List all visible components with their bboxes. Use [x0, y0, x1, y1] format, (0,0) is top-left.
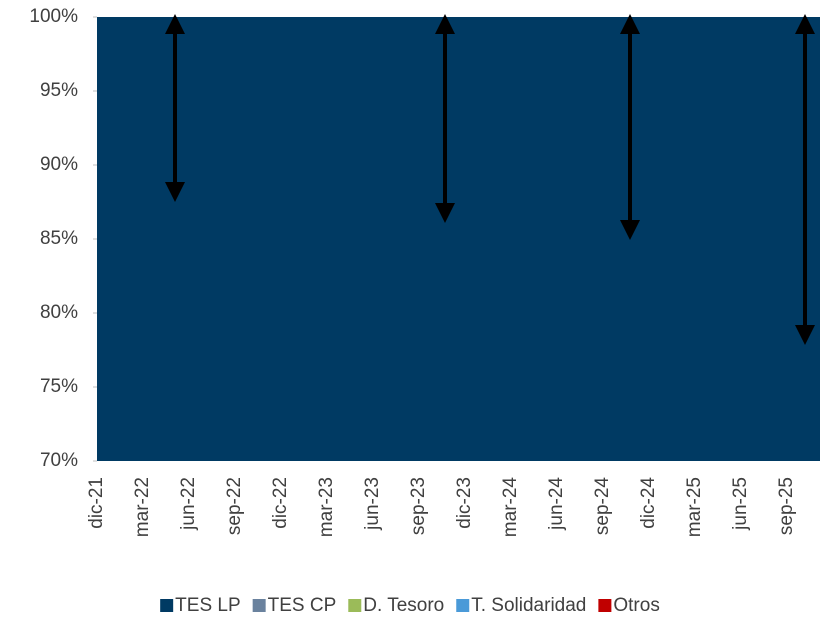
- annotations: [165, 13, 815, 345]
- x-tick-label: dic-24: [638, 477, 659, 529]
- legend-swatch: [456, 599, 470, 612]
- x-tick-label: jun-24: [546, 477, 567, 531]
- x-tick-label: sep-24: [592, 477, 613, 536]
- legend-label: TES LP: [175, 595, 240, 616]
- x-tick-label: dic-21: [86, 477, 107, 529]
- y-tick-label: 80%: [40, 302, 78, 323]
- legend-swatch: [252, 599, 266, 612]
- x-tick-label: sep-25: [776, 477, 797, 535]
- legend-label: T. Solidaridad: [471, 595, 586, 616]
- x-tick-label: mar-23: [316, 477, 337, 537]
- legend-label: TES CP: [268, 595, 337, 616]
- y-tick-label: 70%: [40, 450, 78, 471]
- y-tick-label: 75%: [40, 376, 78, 397]
- x-tick-label: dic-23: [454, 477, 475, 529]
- plot-area: [97, 17, 820, 461]
- x-tick-label: dic-22: [270, 477, 291, 529]
- x-tick-label: mar-22: [132, 477, 153, 537]
- y-tick-label: 100%: [29, 6, 78, 27]
- x-tick-label: mar-25: [684, 477, 705, 537]
- y-tick-label: 90%: [40, 154, 78, 175]
- area: [97, 17, 820, 461]
- legend-swatch: [160, 599, 174, 612]
- x-tick-label: sep-22: [224, 477, 245, 535]
- x-tick-label: sep-23: [408, 477, 429, 535]
- x-tick-label: mar-24: [500, 477, 521, 538]
- legend-label: D. Tesoro: [363, 595, 444, 616]
- legend-label: Otros: [613, 595, 659, 616]
- y-tick-label: 85%: [40, 228, 78, 249]
- y-tick-label: 95%: [40, 80, 78, 101]
- legend-swatch: [598, 599, 612, 612]
- x-tick-label: jun-22: [178, 477, 199, 531]
- legend-swatch: [348, 599, 362, 612]
- x-tick-label: jun-25: [730, 477, 751, 531]
- x-tick-label: jun-23: [362, 477, 383, 531]
